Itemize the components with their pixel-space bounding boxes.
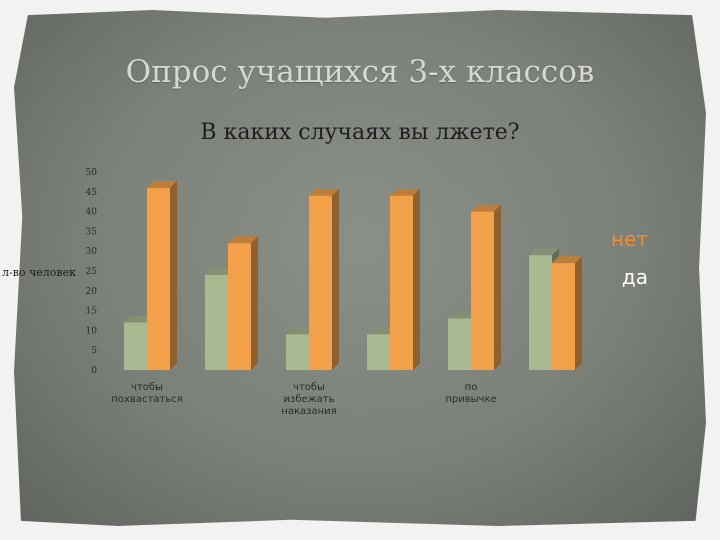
bar-top xyxy=(124,315,154,323)
legend-item: да xyxy=(622,265,648,289)
bar-front xyxy=(529,255,552,370)
bar-top xyxy=(471,204,501,212)
x-tick-label: наказания xyxy=(281,406,336,417)
slide-background xyxy=(14,10,706,526)
y-tick-label: 35 xyxy=(86,227,98,237)
y-tick-label: 25 xyxy=(86,267,98,277)
bar-top xyxy=(286,327,316,335)
bar-front xyxy=(286,334,309,370)
y-tick-label: 20 xyxy=(86,287,98,297)
bar-side xyxy=(251,236,258,370)
bar-top xyxy=(552,256,582,264)
x-tick-label: привычке xyxy=(445,394,496,405)
bar-side xyxy=(413,188,420,370)
y-tick-label: 10 xyxy=(86,326,98,336)
bar-top xyxy=(448,311,478,319)
bar-front xyxy=(309,195,332,370)
bar-front xyxy=(471,211,494,370)
y-tick-label: 45 xyxy=(86,188,98,198)
bar xyxy=(390,188,420,370)
bar-front xyxy=(448,318,471,370)
bar xyxy=(147,180,177,370)
bar-front xyxy=(367,334,390,370)
y-tick-label: 0 xyxy=(91,366,97,376)
x-tick-label: по xyxy=(465,382,478,393)
bar xyxy=(228,236,258,370)
bar-top xyxy=(529,248,559,256)
x-tick-label: чтобы xyxy=(293,382,325,393)
chart-title: В каких случаях вы лжете? xyxy=(200,120,520,145)
y-tick-label: 5 xyxy=(91,346,97,356)
y-tick-label: 40 xyxy=(86,208,98,218)
y-tick-label: 50 xyxy=(86,168,98,178)
bar-front xyxy=(390,195,413,370)
x-tick-label: чтобы xyxy=(131,382,163,393)
bar-top xyxy=(205,267,235,275)
bar-front xyxy=(124,322,147,370)
bar-top xyxy=(309,188,339,196)
bar-top xyxy=(390,188,420,196)
bar-side xyxy=(494,204,501,370)
slide-title: Опрос учащихся 3-х классов xyxy=(125,54,595,90)
bar xyxy=(471,204,501,370)
bar-top xyxy=(367,327,397,335)
y-tick-label: 15 xyxy=(86,307,98,317)
bar-top xyxy=(147,180,177,188)
bar-top xyxy=(228,236,258,244)
legend-item: нет xyxy=(611,227,648,251)
y-axis-label: л-во человек xyxy=(2,266,76,279)
bar-front xyxy=(228,243,251,370)
bar xyxy=(552,256,582,370)
bar-front xyxy=(147,187,170,370)
bar-front xyxy=(552,263,575,370)
bar xyxy=(309,188,339,370)
bar-front xyxy=(205,274,228,370)
x-tick-label: похвастаться xyxy=(111,394,182,405)
bar-side xyxy=(332,188,339,370)
bar-side xyxy=(575,256,582,370)
bar-side xyxy=(170,180,177,370)
y-tick-label: 30 xyxy=(86,247,98,257)
x-tick-label: избежать xyxy=(284,394,335,405)
